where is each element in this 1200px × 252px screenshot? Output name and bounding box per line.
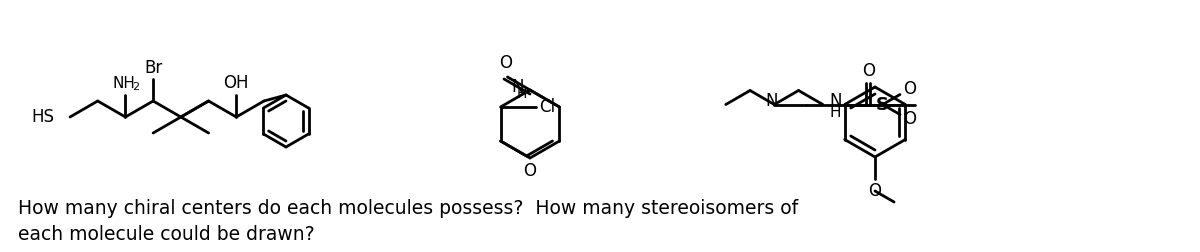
Text: N: N <box>766 92 778 110</box>
Text: HS: HS <box>31 108 54 126</box>
Text: NH: NH <box>113 76 136 90</box>
Text: 2: 2 <box>132 82 139 92</box>
Text: each molecule could be drawn?: each molecule could be drawn? <box>18 225 314 243</box>
Text: OH: OH <box>223 74 250 92</box>
Text: N: N <box>829 91 841 110</box>
Text: O: O <box>862 61 875 79</box>
Text: O: O <box>523 162 536 180</box>
Text: Cl: Cl <box>540 98 556 116</box>
Text: How many chiral centers do each molecules possess?  How many stereoisomers of: How many chiral centers do each molecule… <box>18 200 798 218</box>
Text: H: H <box>517 86 528 101</box>
Text: O: O <box>499 54 512 72</box>
Text: N: N <box>511 79 523 97</box>
Text: O: O <box>869 182 882 200</box>
Text: O: O <box>904 80 917 99</box>
Text: Br: Br <box>144 59 162 77</box>
Text: O: O <box>904 110 917 129</box>
Text: H: H <box>829 105 841 120</box>
Text: S: S <box>876 96 889 113</box>
